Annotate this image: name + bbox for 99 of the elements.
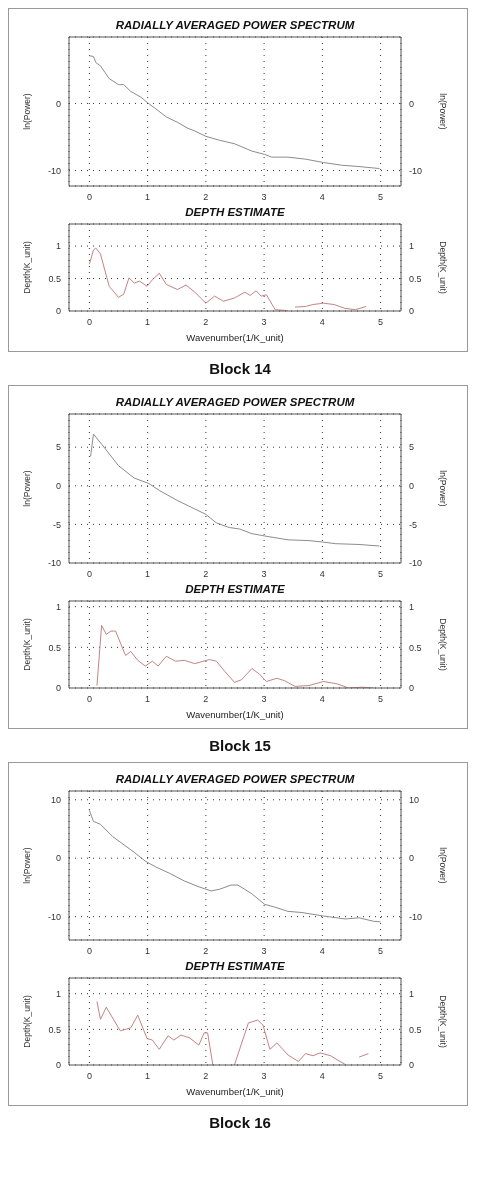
x-tick-label: 0 (86, 1071, 92, 1082)
y-tick-label: 0 (55, 1060, 61, 1071)
line-series (90, 433, 380, 547)
x-tick-label: 2 (203, 1071, 209, 1082)
y-tick-label: 10 (50, 794, 61, 805)
x-tick-label: 1 (145, 1071, 151, 1082)
y-tick-label: 0 (55, 853, 61, 864)
x-tick-label: 4 (319, 192, 325, 203)
x-tick-label: 1 (145, 569, 151, 580)
x-tick-label: 5 (378, 694, 384, 705)
y2-tick-label: 0.5 (409, 1024, 422, 1035)
x-tick-label: 0 (86, 946, 92, 957)
chart-title: DEPTH ESTIMATE (184, 206, 286, 220)
y-tick-label: 0.5 (48, 1024, 61, 1035)
y2-tick-label: 10 (409, 794, 420, 805)
y-tick-label: 5 (55, 442, 61, 453)
x-tick-label: 2 (203, 694, 209, 705)
y2-tick-label: 0 (409, 98, 415, 109)
chart-title: RADIALLY AVERAGED POWER SPECTRUM (114, 773, 356, 787)
y2-axis-title: Depth(K_unit) (437, 995, 448, 1048)
chart-title: DEPTH ESTIMATE (184, 960, 286, 974)
text: Block 15 (208, 737, 272, 754)
x-tick-label: 5 (378, 1071, 384, 1082)
x-tick-label: 4 (319, 946, 325, 957)
x-tick-label: 1 (145, 192, 151, 203)
y-tick-label: -10 (47, 911, 61, 922)
text: Block 14 (208, 360, 272, 377)
x-tick-label: 0 (86, 694, 92, 705)
y2-axis-title: ln(Power) (437, 847, 448, 884)
y-tick-label: 0 (55, 683, 61, 694)
x-tick-label: 0 (86, 569, 92, 580)
y-tick-label: 1 (55, 601, 61, 612)
y2-tick-label: 1 (409, 241, 415, 252)
x-tick-label: 2 (203, 317, 209, 328)
x-tick-label: 2 (203, 569, 209, 580)
y-tick-label: 0.5 (48, 273, 61, 284)
x-tick-label: 3 (261, 317, 267, 328)
y2-tick-label: 1 (409, 601, 415, 612)
y2-tick-label: 0 (409, 683, 415, 694)
y-tick-label: 0 (55, 306, 61, 317)
x-axis-title: Wavenumber(1/K_unit) (186, 332, 284, 343)
x-tick-label: 2 (203, 192, 209, 203)
y2-tick-label: -10 (409, 911, 423, 922)
chart-title: DEPTH ESTIMATE (184, 583, 286, 597)
y2-tick-label: 0 (409, 853, 415, 864)
y-tick-label: -10 (47, 558, 61, 569)
y2-tick-label: -5 (409, 519, 418, 530)
x-tick-label: 5 (378, 192, 384, 203)
x-tick-label: 3 (261, 569, 267, 580)
y2-tick-label: 0.5 (409, 273, 422, 284)
y-axis-title: ln(Power) (22, 93, 33, 130)
x-tick-label: 0 (86, 192, 92, 203)
x-tick-label: 5 (378, 317, 384, 328)
y-tick-label: 0 (55, 480, 61, 491)
y2-tick-label: -10 (409, 558, 423, 569)
y-axis-title: Depth(K_unit) (22, 995, 33, 1048)
y-tick-label: 1 (55, 988, 61, 999)
x-tick-label: 5 (378, 946, 384, 957)
text: Block 16 (208, 1114, 272, 1131)
y2-tick-label: 0 (409, 1060, 415, 1071)
y2-tick-label: 0 (409, 480, 415, 491)
x-tick-label: 5 (378, 569, 384, 580)
chart-title: RADIALLY AVERAGED POWER SPECTRUM (114, 396, 356, 410)
x-tick-label: 1 (145, 317, 151, 328)
y2-tick-label: -10 (409, 165, 423, 176)
y-tick-label: -10 (47, 165, 61, 176)
x-tick-label: 3 (261, 1071, 267, 1082)
line-series (88, 55, 380, 170)
y-axis-title: Depth(K_unit) (22, 618, 33, 671)
x-tick-label: 1 (145, 946, 151, 957)
x-tick-label: 4 (319, 694, 325, 705)
y-tick-label: -5 (52, 519, 61, 530)
line-series (88, 809, 382, 923)
x-tick-label: 3 (261, 694, 267, 705)
x-tick-label: 1 (145, 694, 151, 705)
x-tick-label: 4 (319, 1071, 325, 1082)
y2-tick-label: 5 (409, 442, 415, 453)
y2-tick-label: 0.5 (409, 642, 422, 653)
y-axis-title: ln(Power) (22, 847, 33, 884)
y2-tick-label: 0 (409, 306, 415, 317)
y2-tick-label: 1 (409, 988, 415, 999)
x-axis-title: Wavenumber(1/K_unit) (186, 709, 284, 720)
x-tick-label: 3 (261, 946, 267, 957)
y-tick-label: 0.5 (48, 642, 61, 653)
x-tick-label: 4 (319, 569, 325, 580)
y-axis-title: Depth(K_unit) (22, 241, 33, 294)
x-tick-label: 4 (319, 317, 325, 328)
x-tick-label: 2 (203, 946, 209, 957)
y-tick-label: 0 (55, 98, 61, 109)
y-tick-label: 1 (55, 241, 61, 252)
x-tick-label: 0 (86, 317, 92, 328)
y2-axis-title: Depth(K_unit) (437, 618, 448, 671)
x-tick-label: 3 (261, 192, 267, 203)
y2-axis-title: ln(Power) (437, 93, 448, 130)
y2-axis-title: ln(Power) (437, 470, 448, 507)
chart-title: RADIALLY AVERAGED POWER SPECTRUM (114, 19, 356, 33)
x-axis-title: Wavenumber(1/K_unit) (186, 1086, 284, 1097)
y-axis-title: ln(Power) (22, 470, 33, 507)
y2-axis-title: Depth(K_unit) (437, 241, 448, 294)
